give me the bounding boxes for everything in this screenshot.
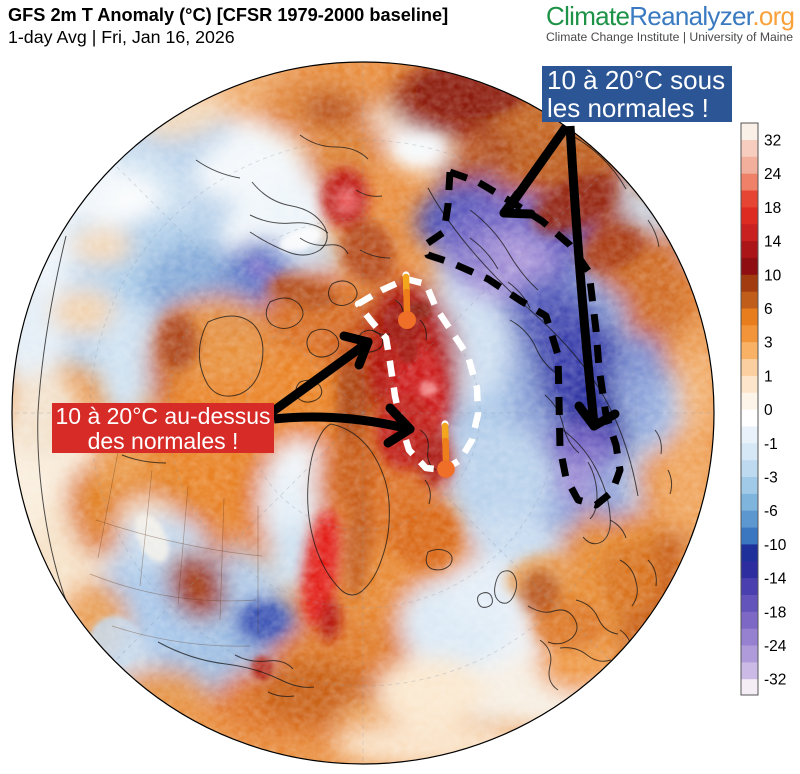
svg-text:-14: -14 xyxy=(764,571,787,588)
svg-text:-6: -6 xyxy=(764,503,778,520)
svg-text:10: 10 xyxy=(764,267,782,284)
svg-text:-24: -24 xyxy=(764,638,787,655)
svg-text:-10: -10 xyxy=(764,537,787,554)
svg-text:24: 24 xyxy=(764,166,782,183)
svg-text:-3: -3 xyxy=(764,470,778,487)
svg-text:18: 18 xyxy=(764,200,781,217)
svg-text:-1: -1 xyxy=(764,436,778,453)
svg-text:1: 1 xyxy=(764,368,773,385)
svg-text:-32: -32 xyxy=(764,672,786,689)
svg-text:14: 14 xyxy=(764,234,782,251)
svg-text:-18: -18 xyxy=(764,604,786,621)
svg-text:32: 32 xyxy=(764,133,781,150)
svg-text:0: 0 xyxy=(764,402,773,419)
svg-text:6: 6 xyxy=(764,301,773,318)
svg-text:3: 3 xyxy=(764,335,773,352)
